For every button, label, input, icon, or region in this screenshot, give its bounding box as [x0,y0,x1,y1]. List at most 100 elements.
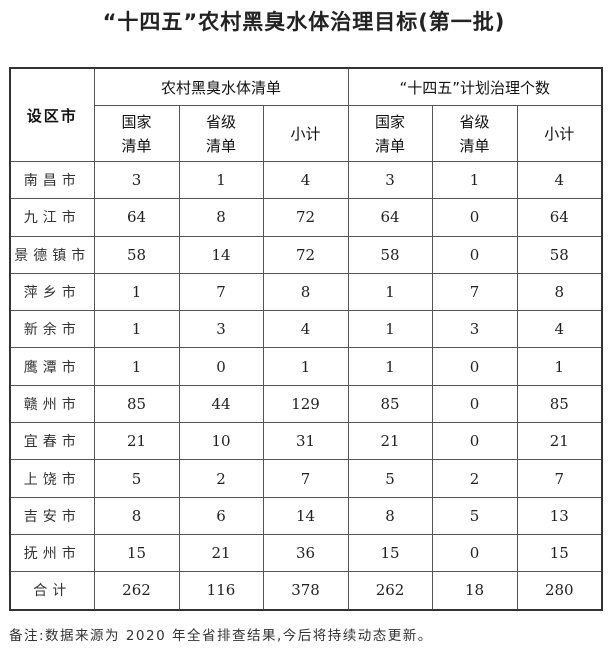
value-cell: 21 [516,422,603,461]
value-cell: 8 [93,496,180,535]
page-title: “十四五”农村黑臭水体治理目标(第一批) [102,10,506,34]
header-city: 设区市 [9,67,95,162]
value-cell: 3 [431,310,518,349]
header-national: 国家清单 [93,105,180,162]
value-cell: 3 [178,310,264,349]
targets-table: 设区市 农村黑臭水体清单 “十四五”计划治理个数 国家清单 省级清单 小计 国家… [9,67,604,611]
value-cell: 15 [347,533,433,573]
table-row: 合计 262 116 378 262 18 280 [9,571,603,611]
header-rural-list: 农村黑臭水体清单 [93,67,349,106]
value-cell: 14 [178,235,264,274]
value-cell: 64 [516,198,603,237]
value-cell: 5 [431,496,518,535]
value-cell: 15 [93,533,180,573]
value-cell: 31 [262,422,349,461]
city-cell: 景德镇市 [9,235,95,274]
value-cell: 4 [262,310,349,349]
value-cell: 2 [431,459,518,498]
value-cell: 4 [516,160,603,200]
city-cell: 鹰潭市 [9,347,95,386]
value-cell: 0 [431,422,518,461]
value-cell: 85 [93,384,180,424]
value-cell: 15 [516,533,603,573]
value-cell: 2 [178,459,264,498]
value-cell: 3 [347,160,433,200]
value-cell: 64 [347,198,433,237]
value-cell: 0 [178,347,264,386]
value-cell: 1 [347,310,433,349]
header-subtotal: 小计 [262,105,349,162]
table-row: 新余市 1 3 4 1 3 4 [9,310,603,349]
city-cell: 吉安市 [9,496,95,535]
value-cell: 0 [431,347,518,386]
table-row: 宜春市 21 10 31 21 0 21 [9,422,603,461]
value-cell: 85 [347,384,433,424]
value-cell: 0 [431,235,518,274]
city-cell: 赣州市 [9,384,95,424]
value-cell: 13 [516,496,603,535]
table-row: 鹰潭市 1 0 1 1 0 1 [9,347,603,386]
value-cell: 0 [431,384,518,424]
city-cell: 合计 [9,571,95,611]
city-cell: 上饶市 [9,459,95,498]
city-cell: 南昌市 [9,160,95,200]
value-cell: 8 [178,198,264,237]
table-row: 景德镇市 58 14 72 58 0 58 [9,235,603,274]
value-cell: 44 [178,384,264,424]
value-cell: 8 [347,496,433,535]
header-plan-count: “十四五”计划治理个数 [347,67,603,106]
value-cell: 1 [431,160,518,200]
value-cell: 18 [431,571,518,611]
value-cell: 64 [93,198,180,237]
value-cell: 378 [262,571,349,611]
value-cell: 5 [93,459,180,498]
value-cell: 116 [178,571,264,611]
table-row: 南昌市 3 1 4 3 1 4 [9,160,603,200]
table-row: 九江市 64 8 72 64 0 64 [9,198,603,237]
value-cell: 262 [93,571,180,611]
header-subtotal: 小计 [516,105,603,162]
value-cell: 262 [347,571,433,611]
value-cell: 7 [262,459,349,498]
value-cell: 14 [262,496,349,535]
value-cell: 8 [516,272,603,312]
value-cell: 58 [93,235,180,274]
value-cell: 7 [516,459,603,498]
value-cell: 21 [178,533,264,573]
value-cell: 1 [93,272,180,312]
city-cell: 抚州市 [9,533,95,573]
value-cell: 58 [347,235,433,274]
value-cell: 36 [262,533,349,573]
value-cell: 4 [516,310,603,349]
value-cell: 5 [347,459,433,498]
value-cell: 1 [516,347,603,386]
value-cell: 6 [178,496,264,535]
city-cell: 宜春市 [9,422,95,461]
value-cell: 85 [516,384,603,424]
city-cell: 九江市 [9,198,95,237]
table-row: 赣州市 85 44 129 85 0 85 [9,384,603,424]
table-row: 萍乡市 1 7 8 1 7 8 [9,272,603,312]
value-cell: 129 [262,384,349,424]
value-cell: 8 [262,272,349,312]
value-cell: 0 [431,198,518,237]
value-cell: 72 [262,198,349,237]
value-cell: 7 [178,272,264,312]
value-cell: 10 [178,422,264,461]
table-row: 吉安市 8 6 14 8 5 13 [9,496,603,535]
header-national: 国家清单 [347,105,433,162]
table-row: 抚州市 15 21 36 15 0 15 [9,533,603,573]
value-cell: 21 [347,422,433,461]
value-cell: 4 [262,160,349,200]
value-cell: 0 [431,533,518,573]
value-cell: 21 [93,422,180,461]
value-cell: 280 [516,571,603,611]
value-cell: 1 [93,310,180,349]
value-cell: 1 [262,347,349,386]
city-cell: 新余市 [9,310,95,349]
value-cell: 1 [347,272,433,312]
value-cell: 58 [516,235,603,274]
table-row: 上饶市 5 2 7 5 2 7 [9,459,603,498]
footnote: 备注:数据来源为 2020 年全省排查结果,今后将持续动态更新。 [9,628,433,644]
city-cell: 萍乡市 [9,272,95,312]
